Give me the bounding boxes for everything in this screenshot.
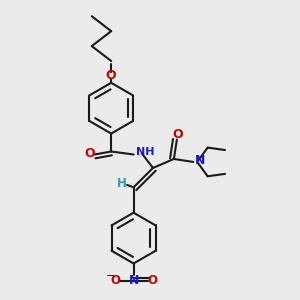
- Text: H: H: [117, 177, 127, 190]
- Text: −: −: [106, 271, 116, 281]
- Text: NH: NH: [136, 147, 154, 157]
- Text: O: O: [84, 147, 95, 161]
- Text: O: O: [147, 274, 157, 287]
- Text: O: O: [173, 128, 183, 141]
- Text: N: N: [194, 154, 205, 167]
- Text: N: N: [128, 274, 139, 287]
- Text: O: O: [110, 274, 120, 287]
- Text: O: O: [106, 68, 116, 82]
